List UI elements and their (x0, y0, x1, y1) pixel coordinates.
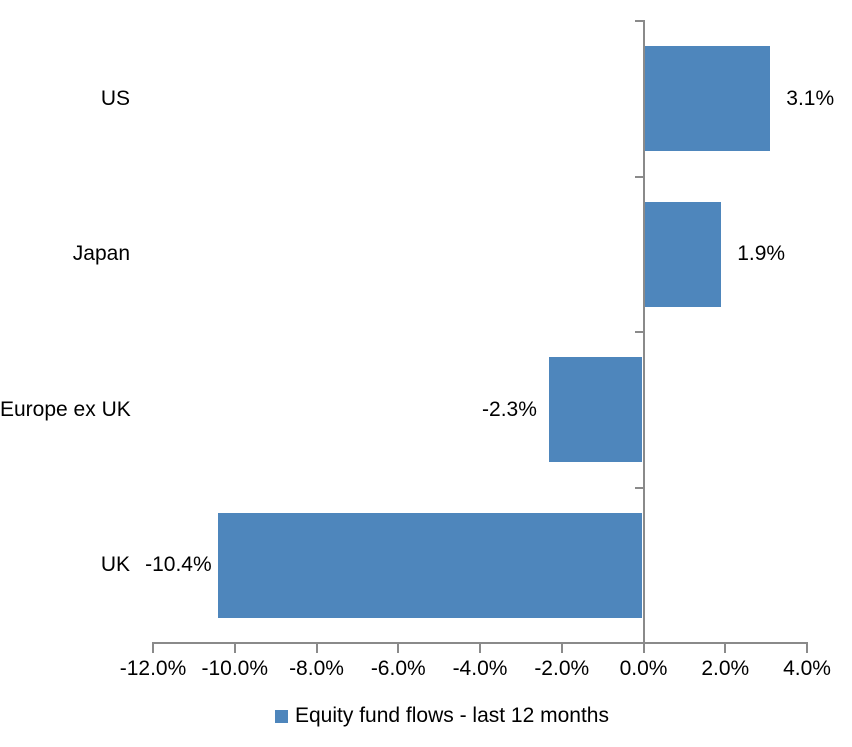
x-tick-label: -6.0% (370, 657, 426, 680)
x-tick (724, 642, 727, 653)
x-tick (479, 642, 481, 653)
y-tick (634, 331, 643, 333)
category-label-europe-ex-uk: Europe ex UK (0, 397, 131, 421)
x-tick-label: 2.0% (701, 657, 750, 680)
x-tick-label: -12.0% (119, 657, 187, 680)
x-tick-label: -4.0% (452, 657, 508, 680)
category-label-us: US (100, 86, 130, 110)
data-label: 1.9% (737, 242, 786, 266)
legend-marker-square (275, 709, 288, 723)
y-tick (634, 20, 643, 22)
y-tick (634, 175, 643, 178)
bar-japan (644, 201, 722, 307)
x-tick-label: -8.0% (289, 657, 344, 680)
y-axis-line (642, 20, 645, 653)
x-tick-label: 4.0% (783, 657, 831, 680)
y-tick (634, 486, 643, 489)
bar-uk (218, 512, 643, 618)
bar-us (644, 46, 771, 152)
x-tick-label: -2.0% (534, 657, 590, 680)
legend-label: Equity fund flows - last 12 months (295, 704, 609, 727)
x-tick (315, 642, 318, 653)
x-tick (397, 642, 400, 653)
data-label: -2.3% (482, 397, 537, 421)
category-label-uk: UK (100, 553, 130, 577)
x-tick (560, 642, 563, 653)
x-tick (152, 642, 154, 653)
x-tick-label: 0.0% (619, 657, 668, 680)
legend: Equity fund flows - last 12 months (275, 703, 609, 729)
data-label: -10.4% (145, 553, 212, 577)
bar-europe-ex-uk (549, 357, 643, 463)
x-tick-label: -10.0% (201, 657, 269, 680)
category-label-japan: Japan (72, 242, 130, 266)
x-tick (233, 642, 236, 653)
data-label: 3.1% (786, 86, 835, 110)
x-tick (806, 642, 808, 653)
